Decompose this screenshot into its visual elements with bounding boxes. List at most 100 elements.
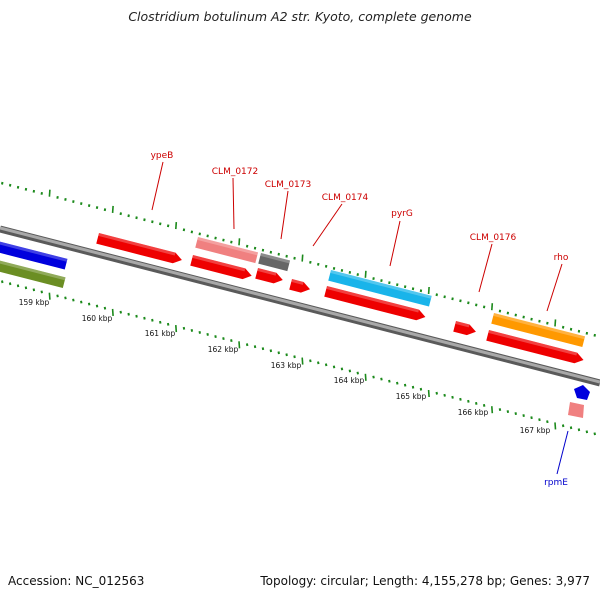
minor-tick: [8, 183, 12, 187]
gene-CLM_0172: [195, 237, 259, 264]
minor-tick: [32, 288, 36, 292]
gene-red-193-shape: [190, 255, 252, 280]
gene-pink-small: [568, 402, 584, 418]
minor-tick: [522, 414, 525, 417]
minor-tick: [293, 256, 296, 260]
minor-tick: [569, 327, 573, 331]
minor-tick: [72, 298, 75, 302]
upper-tick-ring: [1, 181, 596, 337]
minor-tick: [24, 187, 28, 191]
kbp-label-162: 162 kbp: [208, 345, 239, 354]
minor-tick: [182, 228, 186, 232]
minor-tick: [475, 402, 478, 405]
major-tick: [175, 325, 178, 333]
minor-tick: [119, 310, 122, 314]
minor-tick: [166, 322, 170, 326]
minor-tick: [285, 353, 288, 357]
gene-red-456: [453, 321, 476, 336]
minor-tick: [127, 214, 130, 218]
minor-tick: [269, 250, 273, 254]
minor-tick: [396, 381, 399, 385]
minor-tick: [506, 311, 510, 315]
callout-CLM_0173: [280, 190, 289, 240]
minor-tick: [222, 238, 225, 242]
minor-tick: [340, 367, 344, 371]
minor-tick: [1, 181, 4, 185]
major-tick: [111, 308, 114, 316]
minor-tick: [103, 306, 107, 310]
map-title: Clostridium botulinum A2 str. Kyoto, com…: [128, 9, 472, 24]
minor-tick: [80, 300, 83, 304]
minor-tick: [309, 359, 312, 363]
major-tick: [364, 270, 367, 278]
minor-tick: [459, 299, 462, 303]
major-tick: [301, 254, 304, 262]
minor-tick: [475, 303, 478, 307]
gene-olive-left-shine: [0, 258, 66, 281]
gene-features: [0, 233, 590, 418]
lower-tick-ring: [1, 280, 596, 436]
gene-red-327-shine: [326, 286, 420, 313]
minor-tick: [411, 385, 415, 389]
minor-tick: [8, 282, 12, 286]
minor-tick: [403, 285, 407, 289]
minor-tick: [372, 375, 375, 379]
kbp-label-161: 161 kbp: [145, 329, 176, 338]
gene-blue-left-shine: [0, 239, 68, 262]
minor-tick: [80, 202, 83, 205]
gene-olive-left-shape: [0, 258, 66, 289]
minor-tick: [143, 218, 146, 222]
minor-tick: [356, 371, 359, 375]
minor-tick: [198, 331, 201, 334]
minor-tick: [214, 236, 217, 240]
minor-tick: [396, 283, 399, 287]
minor-tick: [72, 200, 75, 203]
minor-tick: [348, 271, 352, 274]
gene-rho-shape: [491, 313, 586, 348]
callout-CLM_0172: [232, 177, 235, 230]
minor-tick: [182, 326, 186, 330]
minor-tick: [206, 333, 209, 336]
major-tick: [491, 406, 494, 414]
gene-CLM_0173-shine: [260, 253, 291, 264]
minor-tick: [317, 361, 320, 365]
gene-red-489-shape: [486, 330, 584, 364]
minor-tick: [261, 347, 265, 351]
gene-label-rpmE: rpmE: [544, 478, 568, 488]
kbp-labels: 159 kbp 160 kbp 161 kbp 162 kbp 163 kbp …: [19, 298, 551, 435]
minor-tick: [530, 317, 533, 321]
gene-label-ypeB: ypeB: [151, 151, 174, 161]
gene-CLM_0173-shape: [258, 253, 291, 272]
major-tick: [48, 189, 51, 197]
minor-tick: [324, 363, 328, 367]
minor-tick: [56, 196, 59, 199]
major-tick: [364, 373, 367, 381]
minor-tick: [159, 222, 162, 226]
minor-tick: [546, 420, 549, 424]
gene-label-rho: rho: [554, 253, 569, 263]
gene-label-CLM_0174: CLM_0174: [322, 193, 369, 203]
gene-blue-left-shape: [0, 239, 68, 270]
minor-tick: [32, 189, 36, 193]
minor-tick: [585, 331, 589, 335]
gene-label-CLM_0173: CLM_0173: [265, 180, 311, 190]
callout-ypeB: [151, 161, 164, 211]
minor-tick: [467, 301, 470, 305]
minor-tick: [293, 355, 296, 359]
minor-tick: [324, 264, 328, 268]
gene-label-CLM_0176: CLM_0176: [470, 233, 517, 243]
kbp-label-166: 166 kbp: [458, 408, 489, 417]
minor-tick: [285, 254, 288, 258]
minor-tick: [269, 349, 273, 353]
minor-tick: [230, 339, 233, 342]
minor-tick: [87, 302, 91, 306]
minor-tick: [459, 397, 462, 401]
minor-tick: [332, 365, 336, 369]
minor-tick: [151, 318, 154, 322]
minor-tick: [443, 295, 446, 299]
minor-tick: [56, 294, 59, 298]
minor-tick: [451, 297, 454, 301]
minor-tick: [1, 280, 4, 284]
minor-tick: [16, 284, 20, 288]
gene-red-456-shape: [453, 321, 476, 336]
